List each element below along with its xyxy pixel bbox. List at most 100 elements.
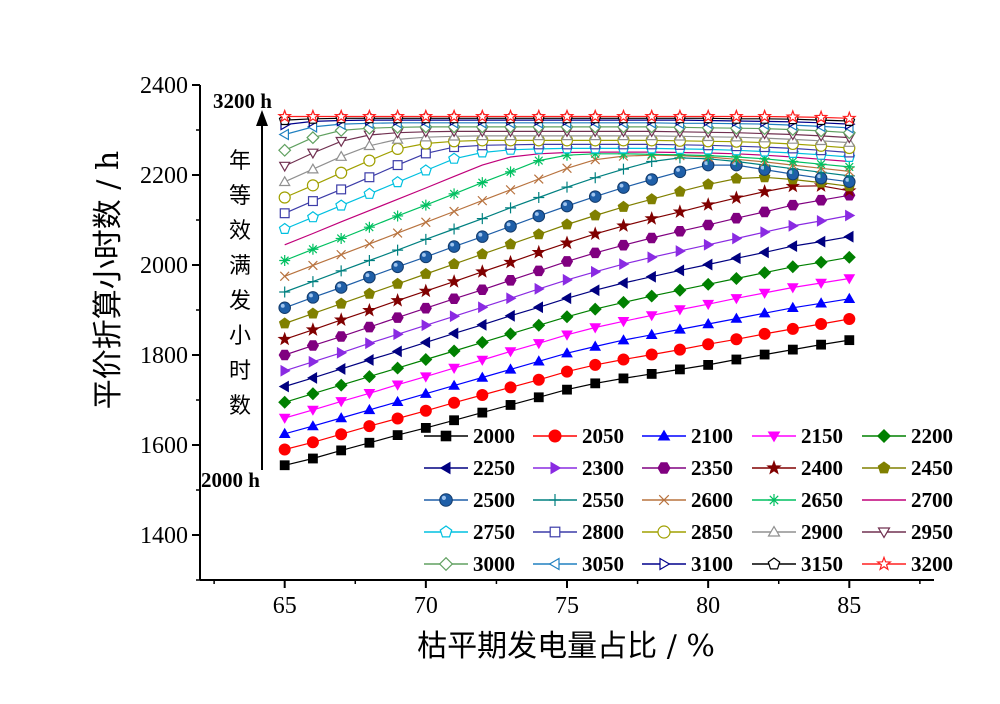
legend-label: 2100	[691, 424, 733, 448]
point-2550	[561, 181, 573, 193]
point-3200	[587, 108, 603, 123]
legend-marker	[766, 459, 782, 475]
point-2150	[815, 278, 827, 289]
point-2750	[391, 175, 404, 188]
legend-marker	[876, 428, 892, 444]
point-2150	[843, 274, 856, 285]
point-2150	[617, 317, 630, 328]
point-2200	[701, 277, 715, 291]
legend-label: 2150	[801, 424, 843, 448]
point-3200	[672, 108, 688, 123]
point-2250	[448, 327, 459, 340]
legend-entry-2650: 2650	[752, 488, 843, 512]
point-2400	[531, 244, 546, 259]
legend-entry-3000: 3000	[424, 552, 515, 576]
point-2500-highlight	[788, 170, 793, 175]
point-2850	[335, 166, 348, 179]
point-2650	[843, 161, 855, 173]
point-2450	[702, 178, 714, 190]
point-2200	[306, 387, 320, 401]
point-2150	[674, 305, 686, 316]
legend-label: 2000	[473, 424, 515, 448]
x-tick-label: 70	[414, 593, 438, 619]
point-2450	[391, 277, 404, 289]
point-2000	[590, 378, 601, 389]
legend-entry-2800: 2800	[533, 520, 624, 544]
point-2800	[420, 148, 431, 159]
point-2500	[645, 173, 658, 186]
point-2500-highlight	[280, 303, 285, 308]
point-2000	[675, 364, 685, 375]
legend-marker	[438, 556, 454, 572]
point-2450	[589, 209, 602, 221]
legend-marker	[657, 429, 671, 441]
point-2550	[363, 255, 375, 266]
point-2600	[477, 195, 488, 206]
point-2550	[335, 265, 347, 277]
point-2300	[478, 301, 489, 314]
point-2350	[504, 275, 517, 286]
point-2150	[335, 397, 348, 408]
point-2200	[729, 271, 743, 286]
point-2200	[814, 255, 828, 269]
point-2050	[645, 348, 658, 361]
legend-label: 2550	[582, 488, 624, 512]
point-2450	[363, 287, 376, 299]
point-2550	[476, 213, 488, 225]
point-2150	[476, 355, 489, 366]
point-2300	[336, 346, 348, 359]
point-2750	[335, 199, 348, 211]
point-2450	[278, 317, 291, 329]
point-2450	[420, 267, 432, 279]
point-2750	[419, 164, 432, 176]
point-2300	[308, 355, 319, 368]
annotation-top-label: 3200 h	[213, 89, 272, 113]
point-3200	[700, 108, 716, 123]
point-2000	[336, 445, 347, 456]
point-2500	[306, 291, 320, 304]
point-2600	[308, 260, 318, 271]
legend-marker	[549, 494, 561, 506]
point-2100	[702, 317, 715, 329]
y-tick-label: 1600	[140, 433, 188, 459]
legend-label: 3000	[473, 552, 515, 576]
point-2250	[476, 318, 487, 331]
point-3050	[278, 128, 289, 141]
legend-entry-3050: 3050	[533, 552, 624, 576]
point-2050	[448, 396, 461, 409]
point-2150	[645, 311, 658, 322]
point-3200	[333, 108, 349, 123]
point-2150	[589, 323, 602, 334]
legend-label: 3050	[582, 552, 624, 576]
point-2800	[307, 196, 318, 207]
point-2600	[336, 249, 346, 260]
point-2650	[646, 148, 658, 160]
point-3200	[446, 108, 462, 123]
point-2500-highlight	[478, 232, 483, 237]
point-2350	[419, 302, 432, 314]
point-2100	[307, 420, 319, 431]
legend-entry-2200: 2200	[862, 424, 953, 448]
point-2500-highlight	[337, 283, 342, 288]
point-2500	[363, 270, 376, 284]
legend-marker	[877, 527, 891, 539]
point-2800	[336, 184, 347, 195]
point-2500	[334, 281, 348, 294]
legend-label: 3200	[911, 552, 953, 576]
point-2050	[306, 436, 319, 449]
point-2050	[702, 338, 715, 351]
point-2200	[588, 302, 602, 316]
point-2650	[307, 243, 319, 255]
point-2450	[532, 228, 545, 240]
point-2100	[815, 297, 827, 308]
point-2750	[363, 187, 376, 199]
point-2650	[702, 150, 714, 162]
point-2500-highlight	[619, 183, 624, 188]
point-3200	[559, 108, 575, 123]
point-2250	[702, 258, 713, 271]
point-2650	[617, 148, 629, 160]
y-tick-label: 1400	[140, 523, 188, 549]
point-2300	[562, 273, 573, 286]
point-2100	[730, 312, 743, 323]
point-2100	[589, 340, 602, 351]
